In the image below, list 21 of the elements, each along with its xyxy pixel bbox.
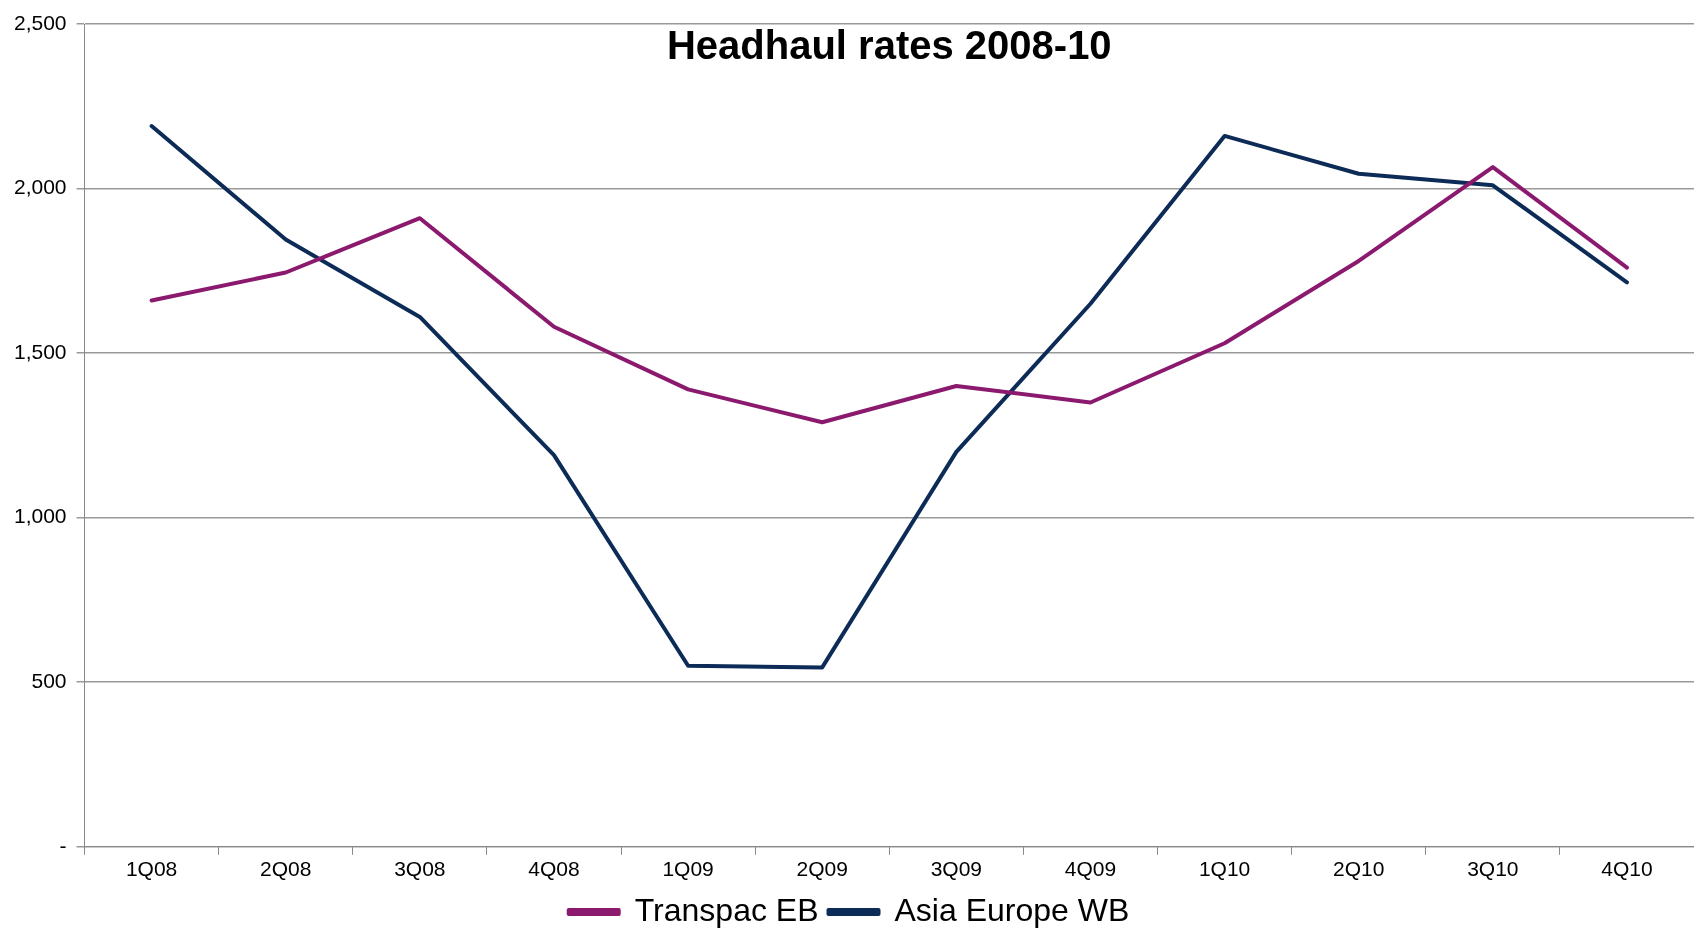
x-tick-label: 1Q10 <box>1198 857 1251 881</box>
x-tick-label: 2Q08 <box>260 857 312 881</box>
x-tick-label: 4Q10 <box>1601 857 1653 881</box>
x-tick-label: 1Q08 <box>125 857 178 881</box>
y-tick-label: 2,500 <box>13 10 67 34</box>
legend-label: Transpac EB <box>634 891 819 928</box>
y-tick-label: 2,000 <box>13 175 67 199</box>
x-tick-label: 4Q09 <box>1064 857 1117 881</box>
y-tick-label: 500 <box>31 669 67 693</box>
x-tick-label: 2Q09 <box>796 857 848 881</box>
x-tick-label: 3Q10 <box>1467 857 1519 881</box>
legend-label: Asia Europe WB <box>894 891 1130 928</box>
x-tick-label: 2Q10 <box>1333 857 1385 881</box>
x-tick-label: 3Q08 <box>394 857 446 881</box>
chart-title: Headhaul rates 2008-10 <box>666 23 1112 68</box>
y-tick-label: - <box>59 833 67 857</box>
x-tick-label: 4Q08 <box>528 857 580 881</box>
x-tick-label: 3Q09 <box>930 857 983 881</box>
y-tick-label: 1,000 <box>13 504 67 528</box>
x-tick-label: 1Q09 <box>662 857 714 881</box>
y-tick-label: 1,500 <box>13 339 67 363</box>
